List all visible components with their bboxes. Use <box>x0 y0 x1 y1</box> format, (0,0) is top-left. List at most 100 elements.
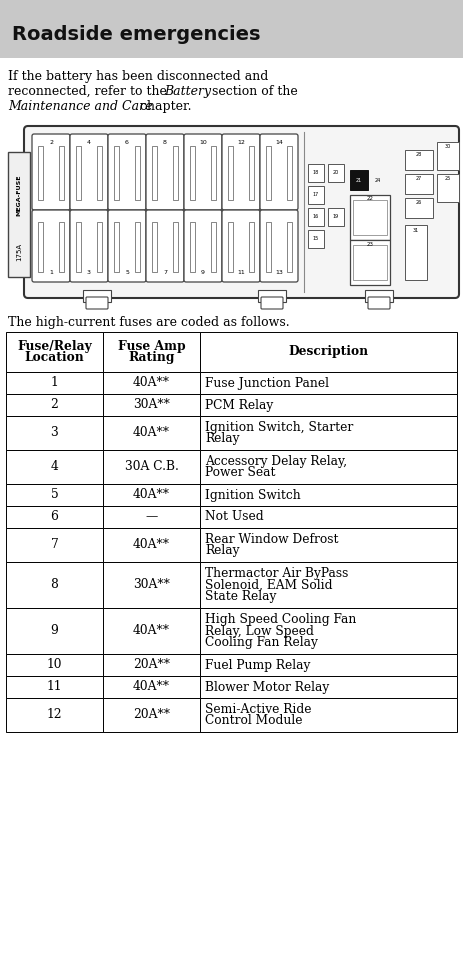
Text: 30A**: 30A** <box>133 579 170 591</box>
Bar <box>152 222 157 272</box>
Text: Solenoid, EAM Solid: Solenoid, EAM Solid <box>205 579 332 591</box>
Text: reconnected, refer to the: reconnected, refer to the <box>8 85 171 98</box>
Bar <box>59 222 64 272</box>
Bar <box>200 332 457 372</box>
Text: section of the: section of the <box>208 85 298 98</box>
Text: 40A**: 40A** <box>133 538 170 552</box>
Text: High Speed Cooling Fan: High Speed Cooling Fan <box>205 613 357 626</box>
Text: 7: 7 <box>163 270 167 276</box>
Text: 5: 5 <box>125 270 129 276</box>
Bar <box>173 146 178 200</box>
Text: 175A: 175A <box>16 243 22 261</box>
Bar <box>249 222 254 272</box>
Bar <box>405 198 433 218</box>
Bar <box>6 332 103 372</box>
Text: Semi-Active Ride: Semi-Active Ride <box>205 703 312 715</box>
Bar <box>76 222 81 272</box>
Text: Relay: Relay <box>205 544 239 558</box>
Bar <box>97 146 102 200</box>
Text: 28: 28 <box>416 153 422 158</box>
Bar <box>249 146 254 200</box>
Bar <box>200 654 457 676</box>
Text: Blower Motor Relay: Blower Motor Relay <box>205 681 329 693</box>
Bar <box>350 170 368 190</box>
Bar <box>228 146 233 200</box>
Text: 15: 15 <box>313 236 319 241</box>
Text: 4: 4 <box>87 140 91 145</box>
Text: 9: 9 <box>201 270 205 276</box>
Text: 27: 27 <box>416 176 422 182</box>
Bar <box>350 240 390 285</box>
Bar <box>308 230 324 248</box>
Bar <box>103 528 200 562</box>
Text: 1: 1 <box>50 377 58 389</box>
Bar <box>103 372 200 394</box>
Text: Ignition Switch, Starter: Ignition Switch, Starter <box>205 421 353 434</box>
Text: Fuse Amp: Fuse Amp <box>118 340 185 352</box>
Bar <box>200 562 457 608</box>
Bar <box>190 146 195 200</box>
Text: 31: 31 <box>413 227 419 232</box>
Bar <box>103 654 200 676</box>
Bar <box>6 698 103 732</box>
Text: Fuel Pump Relay: Fuel Pump Relay <box>205 658 310 672</box>
Bar <box>103 332 200 372</box>
Bar <box>103 698 200 732</box>
Text: Thermactor Air ByPass: Thermactor Air ByPass <box>205 567 348 580</box>
Bar <box>8 152 30 277</box>
FancyBboxPatch shape <box>261 297 283 309</box>
Bar <box>200 528 457 562</box>
Bar <box>365 290 393 302</box>
Bar <box>211 222 216 272</box>
Bar <box>6 372 103 394</box>
Bar <box>353 200 387 235</box>
Text: Description: Description <box>288 346 369 358</box>
Bar <box>38 222 43 272</box>
Bar <box>6 608 103 654</box>
Bar <box>405 174 433 194</box>
Text: 5: 5 <box>50 489 58 501</box>
Text: 30A**: 30A** <box>133 399 170 411</box>
Text: 40A**: 40A** <box>133 681 170 693</box>
Bar <box>6 506 103 528</box>
Text: Not Used: Not Used <box>205 510 263 524</box>
Text: Location: Location <box>25 351 84 364</box>
Text: 12: 12 <box>47 709 63 721</box>
Text: Power Seat: Power Seat <box>205 467 275 479</box>
Bar <box>173 222 178 272</box>
Bar <box>437 142 459 170</box>
Bar <box>200 416 457 450</box>
Bar <box>200 372 457 394</box>
Text: 1: 1 <box>49 270 53 276</box>
FancyBboxPatch shape <box>70 210 108 282</box>
Text: 10: 10 <box>199 140 207 145</box>
Text: 18: 18 <box>313 170 319 175</box>
FancyBboxPatch shape <box>32 210 70 282</box>
Bar <box>200 394 457 416</box>
FancyBboxPatch shape <box>70 134 108 210</box>
Bar <box>308 164 324 182</box>
FancyBboxPatch shape <box>184 210 222 282</box>
Text: 6: 6 <box>50 510 58 524</box>
Text: If the battery has been disconnected and: If the battery has been disconnected and <box>8 70 269 83</box>
Text: 16: 16 <box>313 215 319 220</box>
Bar <box>103 608 200 654</box>
Text: —: — <box>145 510 157 524</box>
Text: Cooling Fan Relay: Cooling Fan Relay <box>205 636 318 649</box>
Text: 11: 11 <box>47 681 62 693</box>
Bar <box>97 222 102 272</box>
Text: Maintenance and Care: Maintenance and Care <box>8 100 152 113</box>
Text: 2: 2 <box>49 140 53 145</box>
Bar <box>308 208 324 226</box>
Text: 8: 8 <box>50 579 58 591</box>
Bar <box>287 222 292 272</box>
Bar <box>103 416 200 450</box>
Bar <box>114 146 119 200</box>
Text: 23: 23 <box>367 241 374 247</box>
Text: 3: 3 <box>50 427 58 439</box>
Bar <box>228 222 233 272</box>
FancyBboxPatch shape <box>368 297 390 309</box>
Bar <box>308 186 324 204</box>
Text: Control Module: Control Module <box>205 714 302 727</box>
Bar <box>6 676 103 698</box>
